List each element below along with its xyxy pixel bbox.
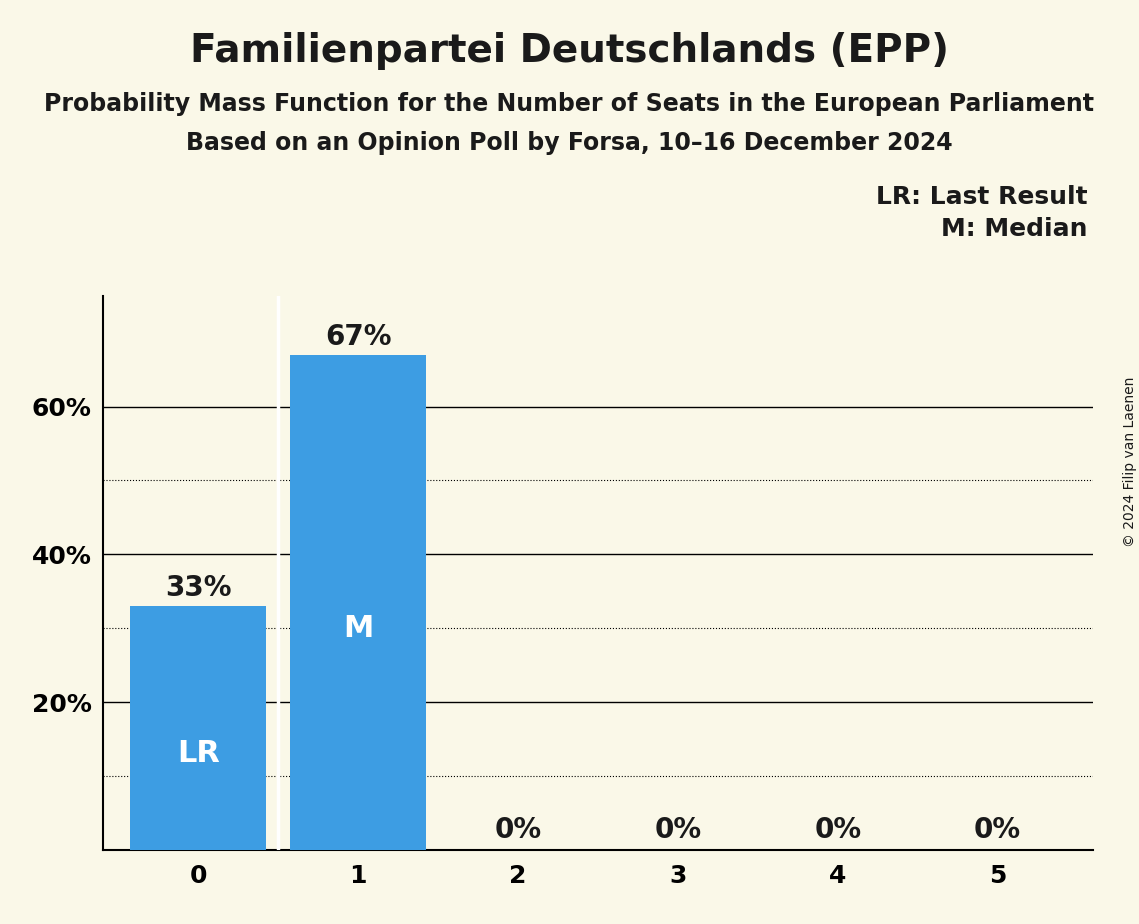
- Text: Familienpartei Deutschlands (EPP): Familienpartei Deutschlands (EPP): [190, 32, 949, 70]
- Text: M: Median: M: Median: [941, 217, 1088, 241]
- Text: 0%: 0%: [974, 816, 1021, 845]
- Text: 0%: 0%: [654, 816, 702, 845]
- Text: Probability Mass Function for the Number of Seats in the European Parliament: Probability Mass Function for the Number…: [44, 92, 1095, 116]
- Text: 0%: 0%: [494, 816, 542, 845]
- Text: 33%: 33%: [165, 575, 231, 602]
- Text: 67%: 67%: [325, 323, 392, 351]
- Text: © 2024 Filip van Laenen: © 2024 Filip van Laenen: [1123, 377, 1137, 547]
- Text: LR: LR: [177, 739, 220, 769]
- Text: LR: Last Result: LR: Last Result: [876, 185, 1088, 209]
- Bar: [131, 606, 267, 850]
- Bar: [290, 355, 426, 850]
- Text: M: M: [343, 614, 374, 643]
- Text: Based on an Opinion Poll by Forsa, 10–16 December 2024: Based on an Opinion Poll by Forsa, 10–16…: [186, 131, 953, 155]
- Text: 0%: 0%: [814, 816, 861, 845]
